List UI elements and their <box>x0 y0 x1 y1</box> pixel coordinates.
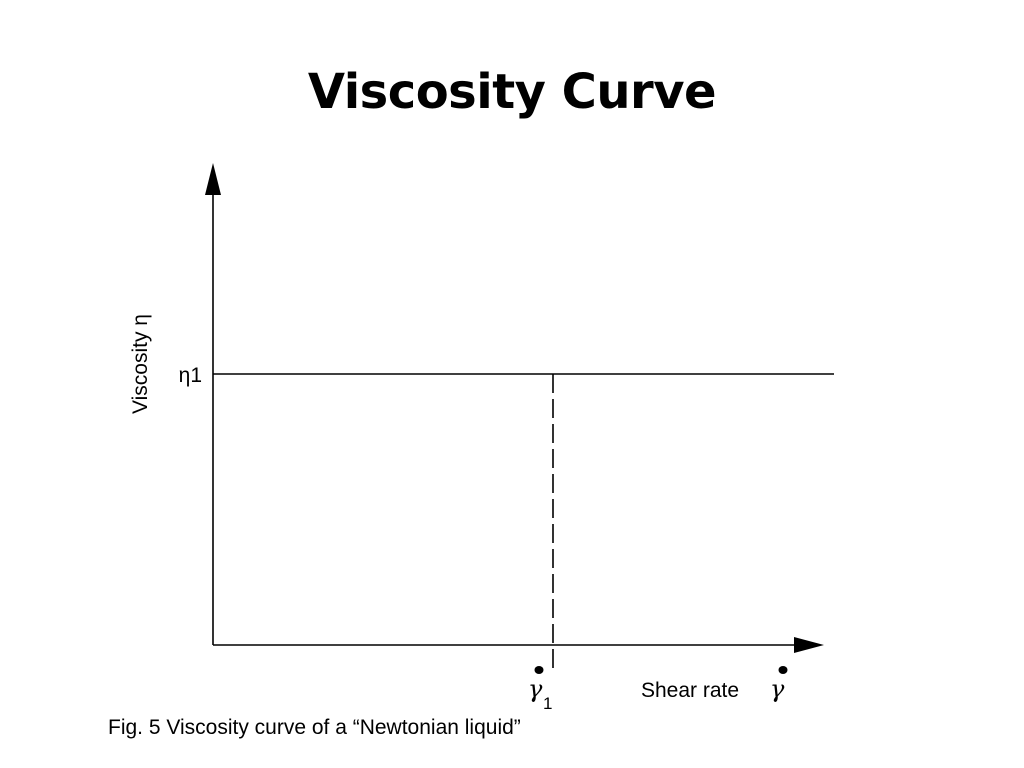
x-marker-subscript: 1 <box>543 694 552 713</box>
slide-title: Viscosity Curve <box>307 64 717 120</box>
x-axis-symbol-group: γ <box>770 666 788 703</box>
x-axis-title: Shear rate <box>641 679 739 702</box>
y-marker-label: η1 <box>179 364 202 387</box>
x-marker-symbol: γ <box>528 675 543 703</box>
x-axis-symbol: γ <box>770 675 785 703</box>
x-axis-dot-icon <box>778 666 788 674</box>
x-marker-label: γ 1 <box>528 666 552 713</box>
y-axis-arrowhead <box>205 163 221 195</box>
x-axis-arrowhead <box>794 637 824 653</box>
x-marker-dot-icon <box>534 666 544 674</box>
y-axis-title: Viscosity η <box>129 314 152 414</box>
figure-caption: Fig. 5 Viscosity curve of a “Newtonian l… <box>108 716 521 739</box>
